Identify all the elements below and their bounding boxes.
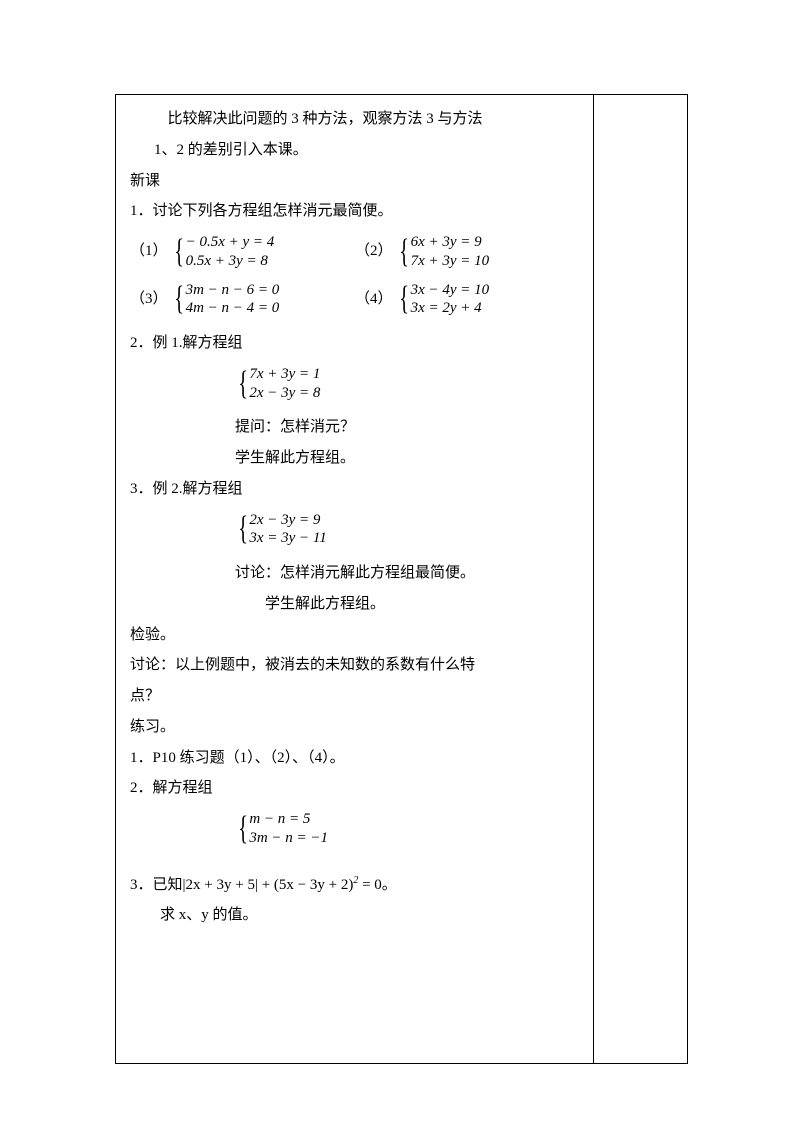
intro-line-2: 1、2 的差别引入本课。 (130, 135, 580, 166)
eq-group-2: （2） { 6x + 3y = 9 7x + 3y = 10 (355, 233, 580, 271)
brace-icon: { (238, 367, 248, 401)
p3-expr: |2x + 3y + 5| + (5x − 3y + 2) (183, 877, 354, 893)
eq-group-4: （4） { 3x − 4y = 10 3x = 2y + 4 (355, 281, 580, 319)
practice-3: 3．已知|2x + 3y + 5| + (5x − 3y + 2)2 = 0。 (130, 870, 580, 901)
eq-1b: 0.5x + 3y = 8 (186, 252, 275, 271)
eqset-1: { − 0.5x + y = 4 0.5x + 3y = 8 (171, 233, 274, 271)
content-area: 比较解决此问题的 3 种方法，观察方法 3 与方法 1、2 的差别引入本课。 新… (130, 104, 580, 931)
eq-block-7: { m − n = 5 3m − n = −1 (130, 810, 580, 848)
brace-icon: { (175, 282, 185, 316)
label-1: （1） (130, 243, 168, 259)
eqset-7: { m − n = 5 3m − n = −1 (235, 810, 328, 848)
eq-group-1: （1） { − 0.5x + y = 4 0.5x + 3y = 8 (130, 233, 355, 271)
section-3: 3．例 2.解方程组 (130, 474, 580, 505)
brace-icon: { (238, 812, 248, 846)
eq-4a: 3x − 4y = 10 (411, 281, 490, 300)
intro-line-1: 比较解决此问题的 3 种方法，观察方法 3 与方法 (130, 104, 580, 135)
p3-prefix: 3．已知 (130, 877, 183, 893)
p3-eq: = 0 (358, 877, 381, 893)
brace-icon: { (238, 512, 248, 546)
eq-7b: 3m − n = −1 (249, 829, 328, 848)
brace-icon: { (175, 235, 185, 269)
label-3: （3） (130, 291, 168, 307)
eq-1a: − 0.5x + y = 4 (186, 233, 275, 252)
eq-row-2: （3） { 3m − n − 6 = 0 4m − n − 4 = 0 （4） … (130, 281, 580, 319)
eq-7a: m − n = 5 (249, 810, 328, 829)
eqset-4: { 3x − 4y = 10 3x = 2y + 4 (396, 281, 489, 319)
discussion-1: 讨论：怎样消元解此方程组最简便。 (130, 558, 580, 589)
practice-3b: 求 x、y 的值。 (130, 900, 580, 931)
section-1: 1．讨论下列各方程组怎样消元最简便。 (130, 196, 580, 227)
eq-5a: 7x + 3y = 1 (249, 365, 320, 384)
eq-2a: 6x + 3y = 9 (411, 233, 490, 252)
question-1: 提问：怎样消元？ (130, 412, 580, 443)
eq-6a: 2x − 3y = 9 (249, 511, 326, 530)
eq-group-3: （3） { 3m − n − 6 = 0 4m − n − 4 = 0 (130, 281, 355, 319)
discussion-line-1: 讨论：以上例题中，被消去的未知数的系数有什么特 (130, 650, 580, 681)
brace-icon: { (400, 282, 410, 316)
eq-5b: 2x − 3y = 8 (249, 384, 320, 403)
eq-2b: 7x + 3y = 10 (411, 252, 490, 271)
label-4: （4） (355, 291, 393, 307)
section-2: 2．例 1.解方程组 (130, 328, 580, 359)
p3-end: 。 (382, 877, 397, 893)
eqset-2: { 6x + 3y = 9 7x + 3y = 10 (396, 233, 489, 271)
question-1b: 学生解此方程组。 (130, 443, 580, 474)
brace-icon: { (400, 235, 410, 269)
vertical-divider (593, 94, 594, 1064)
discussion-line-2: 点？ (130, 681, 580, 712)
practice-heading: 练习。 (130, 712, 580, 743)
eq-row-1: （1） { − 0.5x + y = 4 0.5x + 3y = 8 （2） {… (130, 233, 580, 271)
eq-3b: 4m − n − 4 = 0 (186, 299, 280, 318)
eqset-3: { 3m − n − 6 = 0 4m − n − 4 = 0 (171, 281, 279, 319)
eqset-5: { 7x + 3y = 1 2x − 3y = 8 (235, 365, 320, 403)
page: 比较解决此问题的 3 种方法，观察方法 3 与方法 1、2 的差别引入本课。 新… (0, 0, 800, 1132)
spacer (130, 858, 580, 870)
eqset-6: { 2x − 3y = 9 3x = 3y − 11 (235, 511, 327, 549)
eq-block-6: { 2x − 3y = 9 3x = 3y − 11 (130, 511, 580, 549)
heading-new: 新课 (130, 166, 580, 197)
practice-2: 2．解方程组 (130, 773, 580, 804)
eq-6b: 3x = 3y − 11 (249, 529, 326, 548)
label-2: （2） (355, 243, 393, 259)
eq-3a: 3m − n − 6 = 0 (186, 281, 280, 300)
eq-4b: 3x = 2y + 4 (411, 299, 490, 318)
discussion-1b: 学生解此方程组。 (130, 589, 580, 620)
check-label: 检验。 (130, 620, 580, 651)
eq-block-5: { 7x + 3y = 1 2x − 3y = 8 (130, 365, 580, 403)
practice-1: 1．P10 练习题（1）、（2）、（4）。 (130, 743, 580, 774)
